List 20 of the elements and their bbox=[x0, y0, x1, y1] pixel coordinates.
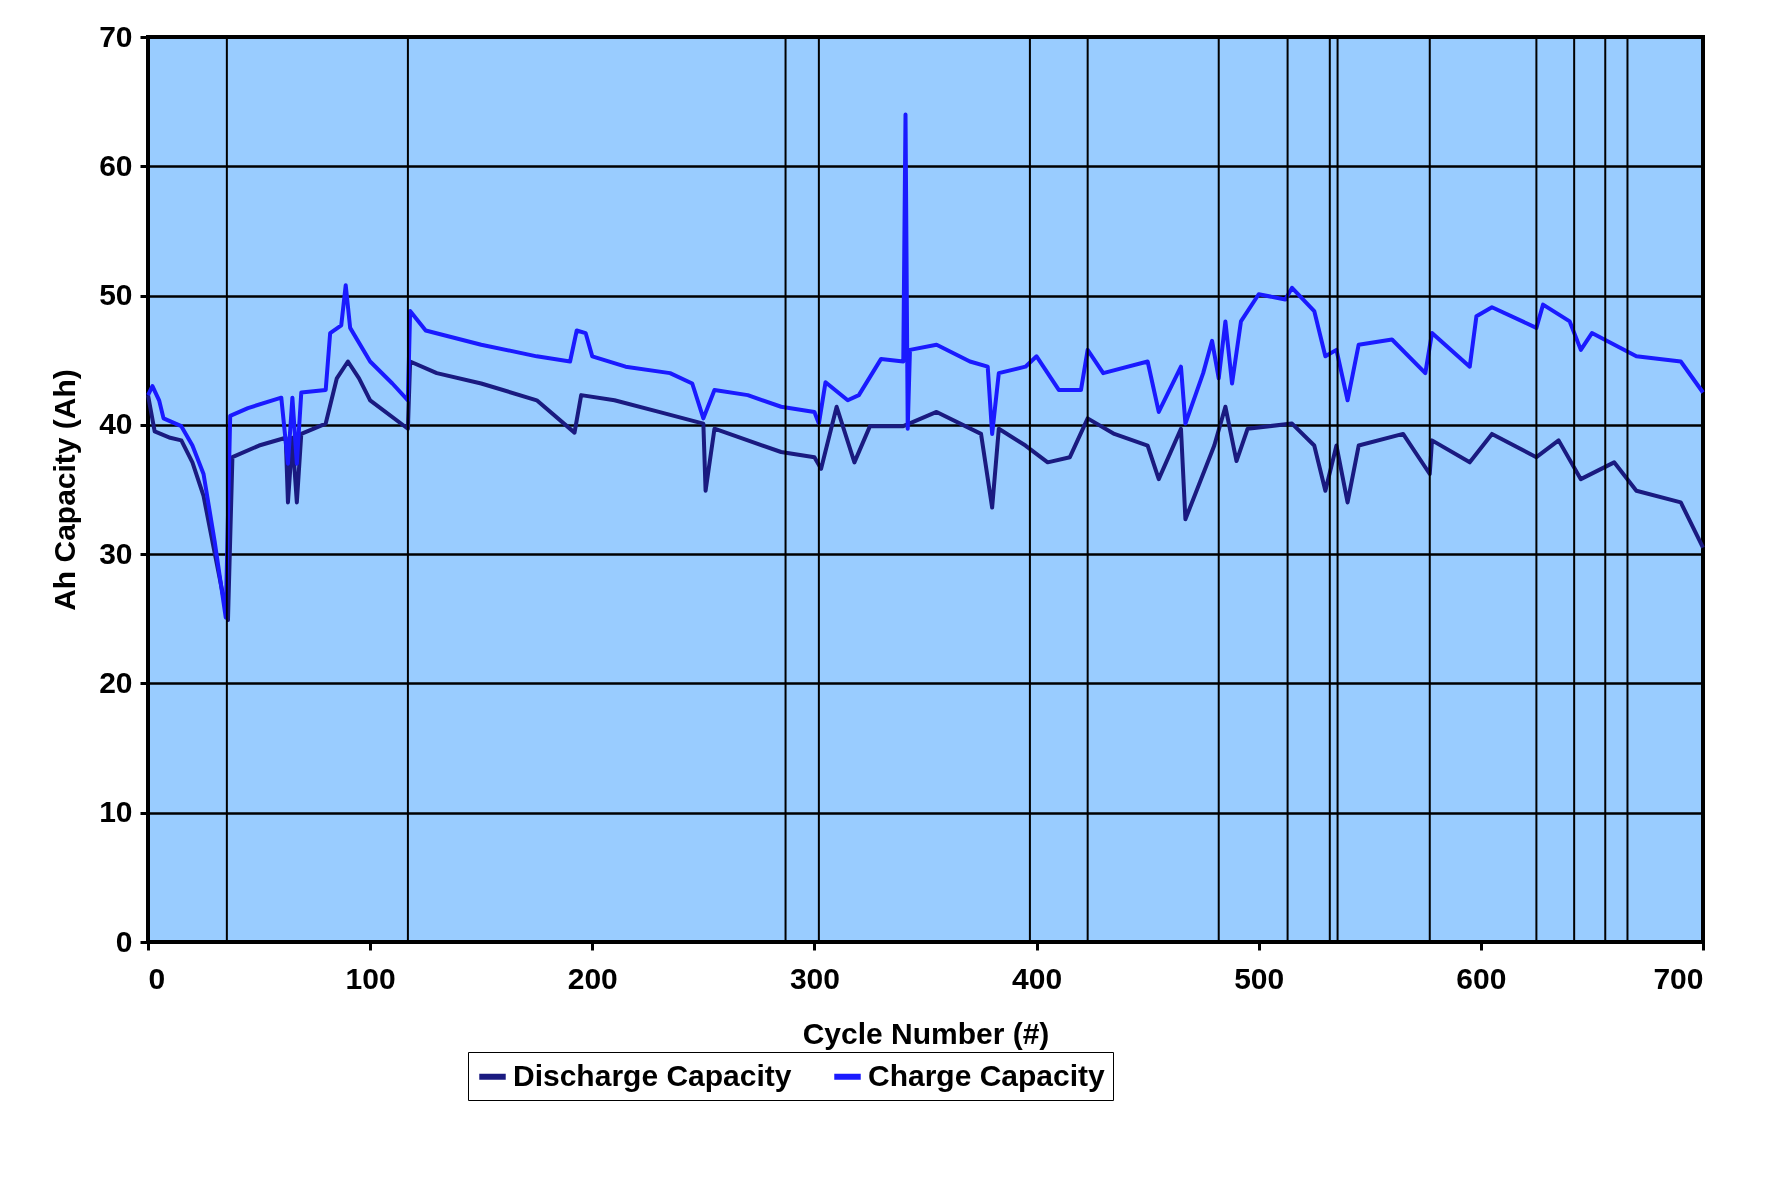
legend-label: Charge Capacity bbox=[868, 1058, 1106, 1092]
x-tick-label: 200 bbox=[567, 961, 618, 995]
y-tick-label: 0 bbox=[115, 924, 133, 958]
x-tick-label: 500 bbox=[1234, 961, 1285, 995]
x-axis-title: Cycle Number (#) bbox=[802, 1016, 1050, 1050]
y-tick-label: 60 bbox=[99, 148, 133, 182]
y-tick-label: 50 bbox=[99, 278, 133, 312]
x-tick-label: 700 bbox=[1653, 961, 1704, 995]
x-tick-label: 600 bbox=[1456, 961, 1507, 995]
y-tick-label: 70 bbox=[99, 19, 133, 53]
y-tick-label: 30 bbox=[99, 536, 133, 570]
y-tick-label: 40 bbox=[99, 407, 133, 441]
y-axis-title: Ah Capacity (Ah) bbox=[48, 369, 82, 611]
x-tick-label: 400 bbox=[1012, 961, 1063, 995]
x-tick-label: 100 bbox=[345, 961, 396, 995]
legend-label: Discharge Capacity bbox=[513, 1058, 792, 1092]
x-tick-label: 0 bbox=[148, 961, 166, 995]
x-tick-label: 300 bbox=[789, 961, 840, 995]
y-tick-label: 20 bbox=[99, 665, 133, 699]
y-tick-label: 10 bbox=[99, 795, 133, 829]
